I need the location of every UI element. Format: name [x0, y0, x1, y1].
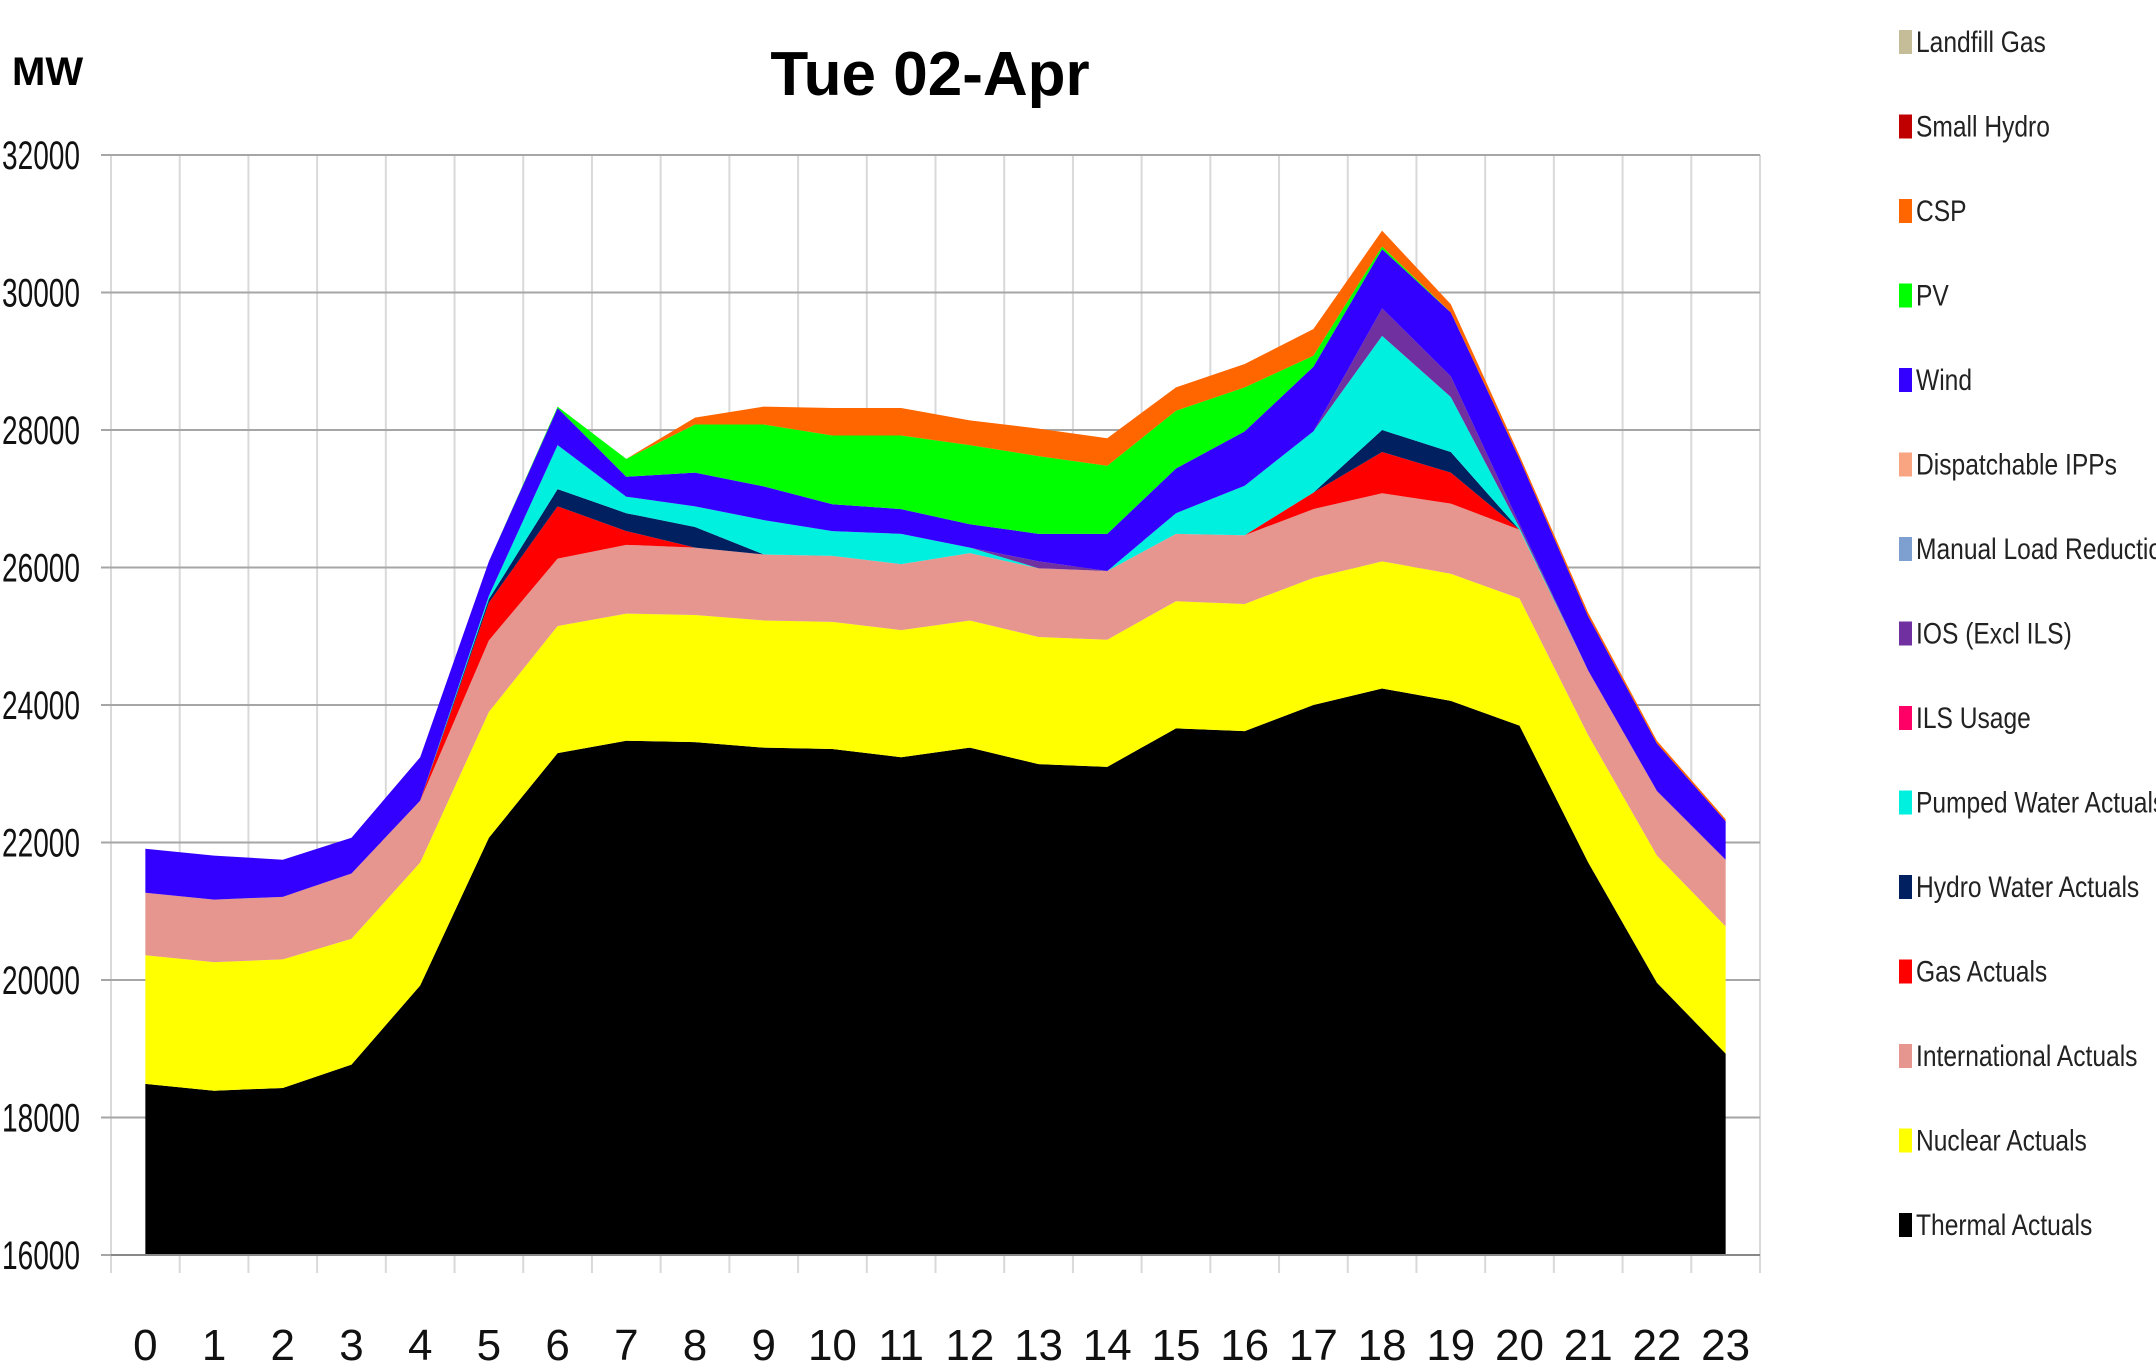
x-tick-label: 4 — [408, 1321, 432, 1369]
legend-swatch — [1899, 537, 1912, 561]
legend-label: CSP — [1916, 194, 1967, 228]
y-tick-label: 28000 — [2, 409, 80, 453]
area-series — [145, 230, 1726, 1255]
legend-label: IOS (Excl ILS) — [1916, 616, 2072, 650]
legend-label: Hydro Water Actuals — [1916, 870, 2139, 904]
legend-label: Small Hydro — [1916, 109, 2050, 143]
legend-swatch — [1899, 959, 1912, 984]
legend-swatch — [1899, 621, 1912, 646]
legend-swatch — [1899, 790, 1912, 815]
x-tick-label: 11 — [878, 1321, 924, 1369]
x-tick-label: 8 — [683, 1321, 707, 1369]
x-tick-label: 21 — [1564, 1321, 1613, 1369]
legend-swatch — [1899, 1128, 1912, 1153]
x-tick-label: 3 — [339, 1321, 363, 1369]
legend-swatch — [1899, 1213, 1912, 1237]
axes: 16000 18000 20000 22000 24000 26000 28000 30000… — [2, 134, 1760, 1369]
x-tick-label: 18 — [1358, 1321, 1407, 1369]
legend-swatch — [1899, 1044, 1912, 1068]
legend-label: ILS Usage — [1916, 701, 2031, 735]
legend: Landfill Gas Small Hydro CSP PV Wind Dispatch… — [1899, 25, 2156, 1242]
x-tick-label: 12 — [945, 1321, 994, 1369]
x-tick-label: 17 — [1289, 1321, 1338, 1369]
legend-label: Pumped Water Actuals — [1916, 785, 2156, 819]
legend-label: Manual Load Reduction — [1916, 532, 2156, 566]
chart-title: Tue 02-Apr — [770, 40, 1089, 109]
legend-label: Dispatchable IPPs — [1916, 447, 2117, 481]
area-international-actuals — [145, 493, 1726, 963]
y-tick-label: 32000 — [2, 134, 80, 178]
x-tick-label: 0 — [133, 1321, 157, 1369]
legend-label: PV — [1916, 278, 1949, 312]
y-tick-label: 16000 — [2, 1234, 80, 1278]
legend-label: Gas Actuals — [1916, 954, 2047, 988]
legend-swatch — [1899, 283, 1912, 308]
area-gas-actuals — [145, 452, 1726, 900]
x-tick-label: 1 — [202, 1321, 226, 1369]
y-axis-unit-label: MW — [12, 50, 83, 94]
x-tick-label: 9 — [751, 1321, 775, 1369]
area-pumped-water-actuals — [145, 335, 1726, 900]
legend-label: Wind — [1916, 363, 1972, 397]
legend-label: Nuclear Actuals — [1916, 1123, 2087, 1157]
y-tick-label: 26000 — [2, 547, 80, 591]
x-tick-label: 16 — [1220, 1321, 1269, 1369]
legend-swatch — [1899, 875, 1912, 899]
x-tick-label: 2 — [271, 1321, 295, 1369]
x-tick-label: 23 — [1701, 1321, 1750, 1369]
legend-label: Landfill Gas — [1916, 25, 2046, 59]
legend-swatch — [1899, 368, 1912, 392]
x-tick-label: 19 — [1426, 1321, 1475, 1369]
x-tick-label: 20 — [1495, 1321, 1544, 1369]
x-tick-label: 6 — [545, 1321, 569, 1369]
y-tick-label: 22000 — [2, 822, 80, 866]
legend-swatch — [1899, 30, 1912, 54]
legend-label: International Actuals — [1916, 1039, 2137, 1073]
x-tick-label: 15 — [1152, 1321, 1201, 1369]
y-tick-label: 20000 — [2, 959, 80, 1003]
x-tick-label: 14 — [1083, 1321, 1132, 1369]
area-nuclear-actuals — [145, 561, 1726, 1091]
x-tick-label: 5 — [477, 1321, 501, 1369]
area-thermal-actuals — [145, 688, 1726, 1255]
x-tick-label: 13 — [1014, 1321, 1063, 1369]
legend-swatch — [1899, 452, 1912, 477]
y-tick-label: 30000 — [2, 272, 80, 316]
legend-swatch — [1899, 199, 1912, 223]
y-tick-label: 18000 — [2, 1097, 80, 1141]
legend-swatch — [1899, 706, 1912, 730]
legend-label: Thermal Actuals — [1916, 1208, 2092, 1242]
x-tick-label: 22 — [1632, 1321, 1681, 1369]
x-tick-label: 10 — [808, 1321, 857, 1369]
x-tick-label: 7 — [614, 1321, 638, 1369]
legend-swatch — [1899, 114, 1912, 139]
y-tick-label: 24000 — [2, 684, 80, 728]
